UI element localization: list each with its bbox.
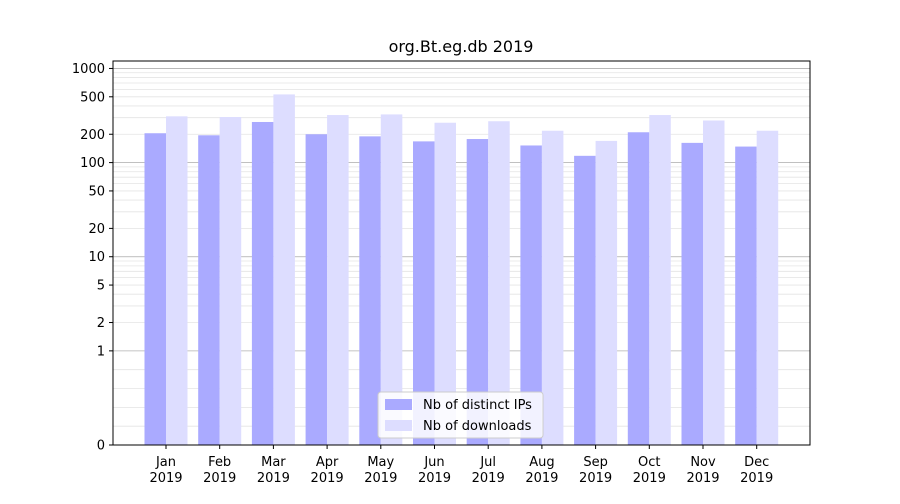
bar-downloads-dec: [756, 130, 779, 446]
x-axis: Jan2019Feb2019Mar2019Apr2019May2019Jun20…: [149, 445, 773, 486]
x-tick-label-month: Oct: [638, 455, 660, 470]
y-tick-label: 2: [97, 316, 105, 331]
x-tick-label-month: Sep: [583, 455, 608, 470]
x-tick-label-year: 2019: [686, 471, 719, 486]
x-tick-label-year: 2019: [149, 471, 182, 486]
bar-downloads-aug: [541, 130, 564, 446]
x-tick-label-month: Mar: [261, 455, 286, 470]
x-tick-label-year: 2019: [579, 471, 612, 486]
chart-title: org.Bt.eg.db 2019: [389, 37, 534, 56]
bar-distinct-ips-dec: [735, 146, 757, 445]
x-tick-label-month: Dec: [744, 455, 769, 470]
y-tick-label: 50: [88, 184, 105, 199]
bar-downloads-sep: [595, 140, 618, 445]
x-tick-label-year: 2019: [525, 471, 558, 486]
x-tick-label-year: 2019: [257, 471, 290, 486]
bar-distinct-ips-jan: [144, 133, 166, 445]
y-tick-label: 20: [88, 222, 105, 237]
bar-distinct-ips-apr: [305, 134, 328, 445]
legend-box: [377, 391, 544, 439]
bar-downloads-oct: [649, 115, 671, 445]
bar-distinct-ips-feb: [198, 135, 220, 445]
bars: [144, 94, 779, 446]
y-tick-label: 200: [80, 128, 105, 143]
legend-swatch-distinct-ips: [385, 399, 412, 410]
y-tick-label: 10: [88, 250, 105, 265]
x-tick-label-month: Jun: [423, 455, 444, 470]
y-tick-label: 1000: [72, 62, 105, 77]
x-tick-label-year: 2019: [633, 471, 666, 486]
bar-distinct-ips-may: [359, 136, 381, 445]
x-tick-label-month: Aug: [529, 455, 554, 470]
bar-downloads-nov: [703, 120, 725, 446]
x-tick-label-year: 2019: [203, 471, 236, 486]
bar-downloads-jan: [166, 116, 188, 445]
bar-downloads-mar: [273, 94, 295, 446]
y-axis: 0 1 2 5 10 20 50 100 200 500 1000: [72, 62, 113, 454]
y-tick-label: 500: [80, 90, 105, 105]
y-tick-label: 1: [97, 344, 105, 359]
y-tick-label: 5: [97, 279, 105, 294]
x-tick-label-month: Apr: [316, 455, 339, 470]
bar-downloads-jul: [488, 121, 510, 445]
bar-downloads-apr: [327, 115, 349, 445]
bar-distinct-ips-aug: [520, 145, 542, 445]
bar-distinct-ips-sep: [574, 155, 596, 445]
x-tick-label-month: Jul: [479, 455, 496, 470]
x-tick-label-month: Jan: [155, 455, 176, 470]
y-tick-label: 0: [97, 439, 105, 454]
legend-label-distinct-ips: Nb of distinct IPs: [423, 398, 532, 413]
x-tick-label-month: May: [367, 455, 394, 470]
legend: Nb of distinct IPs Nb of downloads: [377, 391, 544, 439]
x-tick-label-year: 2019: [740, 471, 773, 486]
bar-downloads-feb: [219, 117, 242, 446]
bar-downloads-may: [380, 114, 403, 446]
bar-distinct-ips-jul: [466, 139, 489, 445]
bar-downloads-jun: [434, 122, 456, 445]
x-tick-label-year: 2019: [418, 471, 451, 486]
legend-swatch-downloads: [385, 420, 412, 431]
bar-distinct-ips-nov: [681, 142, 703, 445]
bar-distinct-ips-jun: [413, 141, 435, 445]
y-tick-label: 100: [80, 156, 105, 171]
x-tick-label-month: Nov: [690, 455, 716, 470]
plot-frame: [112, 60, 811, 446]
bar-distinct-ips-mar: [251, 121, 274, 446]
bar-distinct-ips-oct: [627, 132, 650, 445]
legend-label-downloads: Nb of downloads: [423, 419, 532, 434]
x-tick-label-year: 2019: [311, 471, 344, 486]
x-tick-label-month: Feb: [208, 455, 231, 470]
x-tick-label-year: 2019: [364, 471, 397, 486]
x-tick-label-year: 2019: [472, 471, 505, 486]
